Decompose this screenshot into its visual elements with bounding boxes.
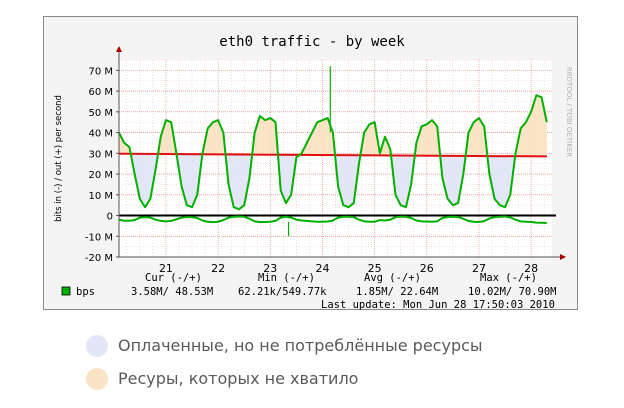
- y-tick-label: 50 M: [88, 108, 113, 119]
- unused-swatch: [86, 335, 108, 357]
- inbound-line: [118, 215, 547, 224]
- shortage-area: [254, 115, 260, 155]
- y-tick-label: 0: [107, 212, 113, 223]
- unused-area: [343, 155, 349, 208]
- shortage-area: [265, 118, 271, 155]
- shortage-area: [119, 132, 125, 154]
- stats-series-label: bps: [76, 286, 95, 298]
- stats-header: Cur (-/+): [145, 272, 202, 284]
- legend-label-unused: Оплаченные, но не потреблённые ресурсы: [118, 336, 483, 355]
- shortage-swatch: [86, 368, 108, 390]
- unused-area: [338, 155, 344, 206]
- shortage-area: [218, 120, 224, 155]
- traffic-chart: -20 M -10 M 0 10 M 20 M 30 M 40 M 50 M 60 M 70 M 2…: [54, 34, 573, 311]
- unused-area: [348, 155, 354, 208]
- unused-area: [442, 155, 448, 199]
- y-tick-label: 30 M: [88, 149, 113, 160]
- shortage-area: [270, 118, 276, 155]
- stats-header: Avg (-/+): [364, 272, 421, 284]
- x-axis-arrow: [560, 254, 566, 260]
- y-tick-label: -10 M: [85, 232, 113, 243]
- unused-area: [400, 155, 406, 208]
- x-tick-label: 23: [263, 262, 277, 275]
- shortage-area: [275, 122, 278, 155]
- stats-value: 62.21k/549.77k: [238, 286, 327, 298]
- y-tick-label: 20 M: [88, 170, 113, 181]
- unused-area: [181, 154, 187, 206]
- unused-area: [192, 154, 198, 208]
- outbound-line: [118, 94, 548, 211]
- unused-area: [228, 154, 234, 208]
- stats-value: 3.58M/ 48.53M: [131, 286, 213, 298]
- y-tick-label: 40 M: [88, 129, 113, 140]
- stats-header: Max (-/+): [480, 272, 537, 284]
- shortage-area: [525, 111, 532, 157]
- unused-area: [505, 156, 511, 208]
- unused-area: [452, 155, 459, 206]
- shortage-area: [322, 118, 328, 156]
- unused-area: [447, 155, 453, 206]
- legend-item-unused: Оплаченные, но не потреблённые ресурсы: [0, 334, 624, 358]
- shortage-area: [473, 118, 479, 156]
- unused-area: [244, 154, 250, 206]
- y-tick-label: 60 M: [88, 87, 113, 98]
- shortage-area: [212, 120, 219, 155]
- y-tick-label: 10 M: [88, 191, 113, 202]
- unused-area: [238, 154, 245, 210]
- y-tick-label: 70 M: [88, 66, 113, 77]
- chart-frame: -20 M -10 M 0 10 M 20 M 30 M 40 M 50 M 60 M 70 M 2…: [43, 16, 578, 311]
- legend-item-shortage: Ресуры, которых не хватило: [0, 367, 624, 391]
- shortage-area: [160, 120, 166, 155]
- x-tick-label: 22: [211, 262, 225, 275]
- y-tick-label: -20 M: [85, 253, 113, 264]
- shortage-area: [421, 124, 427, 156]
- unused-area: [395, 155, 401, 206]
- x-tick-label: 25: [368, 262, 382, 275]
- chart-title: eth0 traffic - by week: [219, 34, 405, 50]
- unused-area: [139, 153, 146, 208]
- shortage-area: [306, 132, 313, 155]
- x-tick-label: 27: [472, 262, 486, 275]
- unused-area: [280, 154, 286, 204]
- shortage-area: [536, 95, 542, 157]
- unused-area: [405, 155, 412, 208]
- watermark: RRDTOOL / TOBI OETIKER: [565, 67, 573, 157]
- x-tick-label: 26: [420, 262, 434, 275]
- unused-area: [494, 156, 500, 206]
- shortage-area: [207, 122, 213, 155]
- unused-area: [285, 154, 292, 204]
- threshold-line: [118, 152, 547, 158]
- shortage-area: [165, 120, 172, 155]
- y-axis-arrow: [116, 46, 122, 52]
- shortage-area: [327, 118, 333, 156]
- unused-area: [134, 153, 140, 199]
- shortage-area: [541, 97, 547, 157]
- unused-area: [186, 154, 193, 208]
- legend-label-shortage: Ресуры, которых не хватило: [118, 369, 359, 388]
- stats-value: 1.85M/ 22.64M: [356, 286, 438, 298]
- shortage-area: [259, 115, 266, 155]
- unused-area: [499, 156, 506, 208]
- unused-area: [145, 153, 151, 208]
- stats-header: Min (-/+): [258, 272, 315, 284]
- shortage-area: [369, 122, 375, 156]
- last-update: Last update: Mon Jun 28 17:50:03 2010: [321, 299, 555, 311]
- shortage-area: [478, 118, 485, 157]
- shortage-area: [520, 122, 526, 157]
- y-axis-label: bits in (-) / out (+) per second: [54, 95, 64, 222]
- x-tick-label: 28: [524, 262, 538, 275]
- x-tick-label: 21: [159, 262, 173, 275]
- series-swatch: [61, 286, 71, 296]
- unused-area: [233, 154, 239, 210]
- shortage-area: [124, 142, 130, 154]
- shortage-area: [317, 120, 323, 156]
- shortage-area: [426, 120, 433, 156]
- x-tick-label: 24: [315, 262, 329, 275]
- shortage-area: [432, 120, 438, 156]
- stats-value: 10.02M/ 70.90M: [468, 286, 557, 298]
